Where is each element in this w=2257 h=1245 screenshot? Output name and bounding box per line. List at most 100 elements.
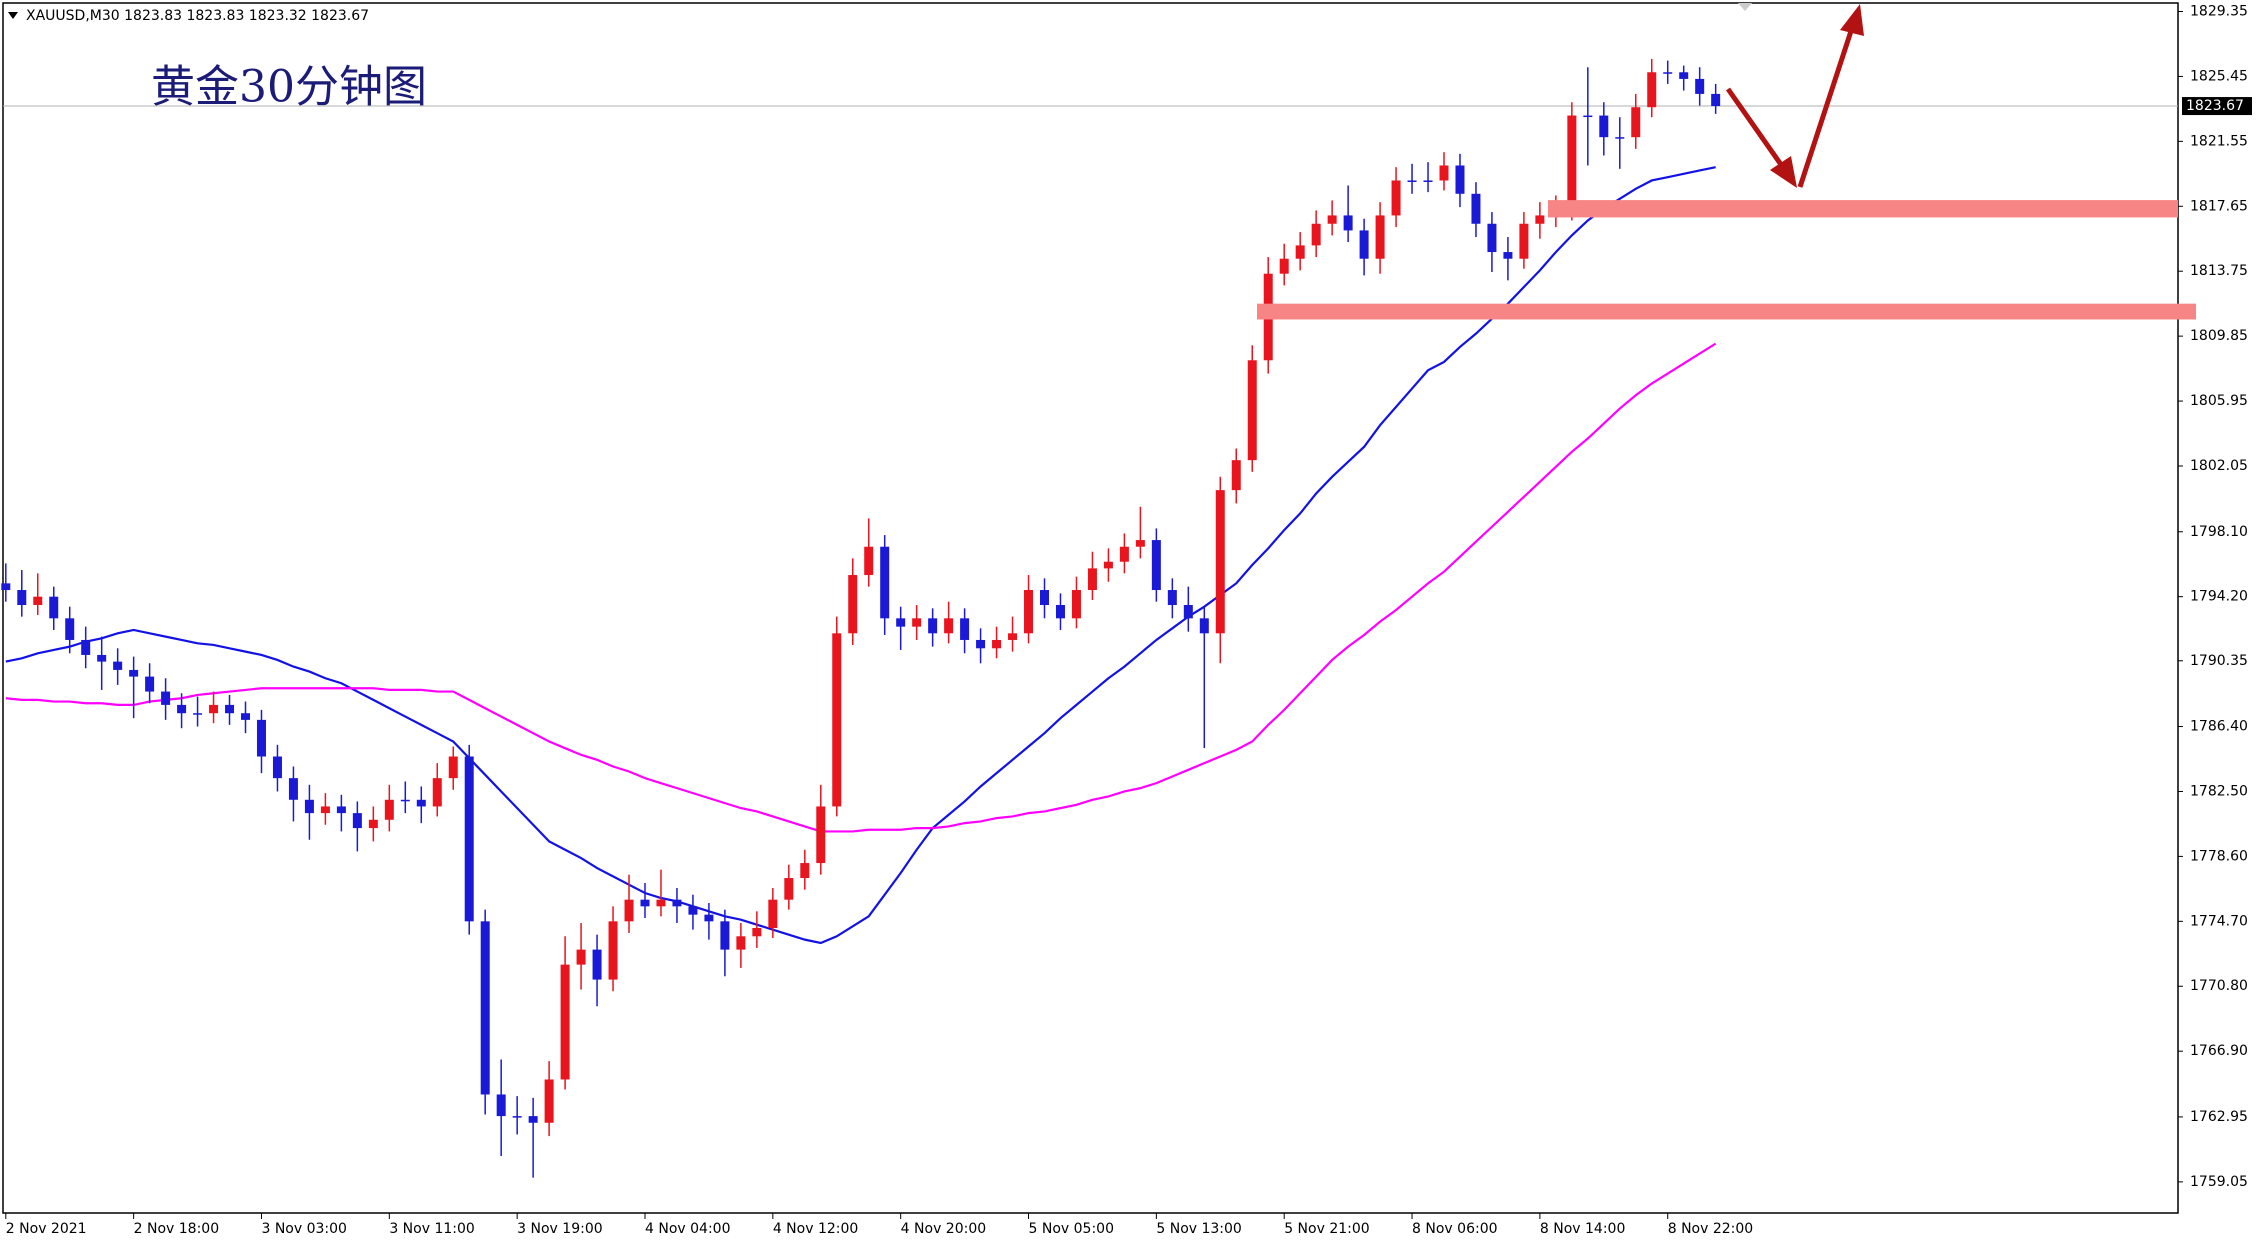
- support-zone: [1548, 200, 2178, 218]
- candle-body: [624, 899, 634, 922]
- y-tick-label: 1778.60: [2190, 848, 2248, 864]
- arrow-up: [1797, 27, 1855, 188]
- candle-body: [1151, 540, 1161, 591]
- candle-body: [800, 863, 810, 879]
- candle-body: [1455, 165, 1465, 194]
- y-tick-label: 1813.75: [2190, 263, 2248, 279]
- candle-body: [1391, 180, 1401, 216]
- candle-body: [512, 1116, 522, 1118]
- y-tick-label: 1825.45: [2190, 68, 2248, 84]
- plot-frame: [2, 2, 2179, 1214]
- candle-body: [33, 596, 43, 606]
- candle-body: [81, 639, 91, 655]
- y-tick-label: 1809.85: [2190, 328, 2248, 344]
- x-tick-label: 8 Nov 14:00: [1540, 1221, 1625, 1237]
- candle-body: [416, 799, 426, 807]
- y-tick-label: 1802.05: [2190, 458, 2248, 474]
- candle-body: [1119, 546, 1129, 562]
- y-tick-label: 1829.35: [2190, 3, 2248, 19]
- moving-average: [5, 166, 1716, 945]
- candle-body: [1567, 115, 1577, 209]
- arrow-head: [1770, 156, 1797, 188]
- candle-body: [65, 618, 75, 640]
- candle-body: [448, 756, 458, 779]
- current-price-box: [2182, 97, 2252, 116]
- candle-body: [1, 583, 11, 591]
- candle-body: [1359, 230, 1369, 259]
- candle-body: [256, 719, 266, 757]
- y-tick-label: 1794.20: [2190, 589, 2248, 605]
- candle-body: [592, 949, 602, 980]
- candle-body: [400, 799, 410, 802]
- y-tick-label: 1759.05: [2190, 1174, 2248, 1190]
- x-tick-label: 3 Nov 11:00: [389, 1221, 474, 1237]
- candle-body: [1599, 115, 1609, 138]
- candle-body: [1535, 215, 1545, 224]
- candle-body: [672, 899, 682, 907]
- candle-body: [49, 596, 59, 619]
- candle-body: [464, 756, 474, 922]
- candle-body: [320, 806, 330, 814]
- x-tick-label: 2 Nov 2021: [6, 1221, 87, 1237]
- candle-body: [928, 618, 938, 634]
- candle-body: [1471, 193, 1481, 224]
- candle-body: [304, 799, 314, 814]
- candle-body: [1295, 245, 1305, 259]
- candle-body: [1503, 252, 1513, 259]
- candle-body: [1663, 72, 1673, 74]
- candle-body: [704, 914, 714, 922]
- candle-body: [784, 878, 794, 900]
- y-tick-label: 1774.70: [2190, 913, 2248, 929]
- candle-body: [1135, 540, 1145, 547]
- y-tick-label: 1790.35: [2190, 653, 2248, 669]
- x-tick-label: 3 Nov 19:00: [517, 1221, 602, 1237]
- candle-body: [1327, 215, 1337, 224]
- shift-marker: [1738, 3, 1752, 11]
- candle-body: [1087, 568, 1097, 591]
- candle-body: [1487, 223, 1497, 253]
- y-tick-label: 1762.95: [2190, 1109, 2248, 1125]
- menu-triangle: [8, 12, 18, 19]
- candle-body: [1247, 360, 1257, 461]
- candle-body: [161, 691, 171, 705]
- x-tick-label: 5 Nov 05:00: [1029, 1221, 1114, 1237]
- candle-body: [368, 819, 378, 829]
- candle-body: [640, 899, 650, 907]
- arrow-down: [1725, 87, 1785, 168]
- chart-title: 黄金30分钟图: [151, 62, 427, 113]
- x-tick-label: 8 Nov 22:00: [1668, 1221, 1753, 1237]
- candle-body: [608, 921, 618, 980]
- y-tick-label: 1821.55: [2190, 133, 2248, 149]
- candle-body: [864, 546, 874, 576]
- candle-body: [288, 778, 298, 800]
- candle-body: [1311, 223, 1321, 246]
- candle-body: [560, 964, 570, 1080]
- candle-body: [1055, 605, 1065, 619]
- candle-body: [1199, 618, 1209, 634]
- zone-layer: [1257, 200, 2196, 320]
- arrows: [1725, 4, 1864, 188]
- candle-body: [241, 713, 250, 720]
- candle-body: [384, 799, 394, 820]
- y-tick-label: 1786.40: [2190, 719, 2248, 735]
- candle-body: [352, 813, 362, 829]
- candle-body: [1231, 460, 1241, 491]
- y-tick-label: 1766.90: [2190, 1043, 2248, 1059]
- candle-body: [1423, 180, 1433, 182]
- candle-body: [816, 806, 826, 864]
- candle-body: [225, 704, 235, 714]
- y-tick-label: 1770.80: [2190, 978, 2248, 994]
- symbol-info: XAUUSD,M30 1823.83 1823.83 1823.32 1823.…: [26, 8, 369, 24]
- x-tick-label: 5 Nov 13:00: [1156, 1221, 1241, 1237]
- candle-body: [432, 778, 442, 807]
- candle-body: [1407, 180, 1417, 182]
- candle-body: [1711, 93, 1721, 107]
- candle-body: [1040, 590, 1049, 606]
- candle-body: [1215, 490, 1225, 634]
- moving-average: [5, 342, 1717, 833]
- candle-body: [1647, 72, 1657, 108]
- candle-body: [1343, 215, 1353, 231]
- candle-body: [480, 921, 490, 1095]
- candle-body: [736, 936, 746, 950]
